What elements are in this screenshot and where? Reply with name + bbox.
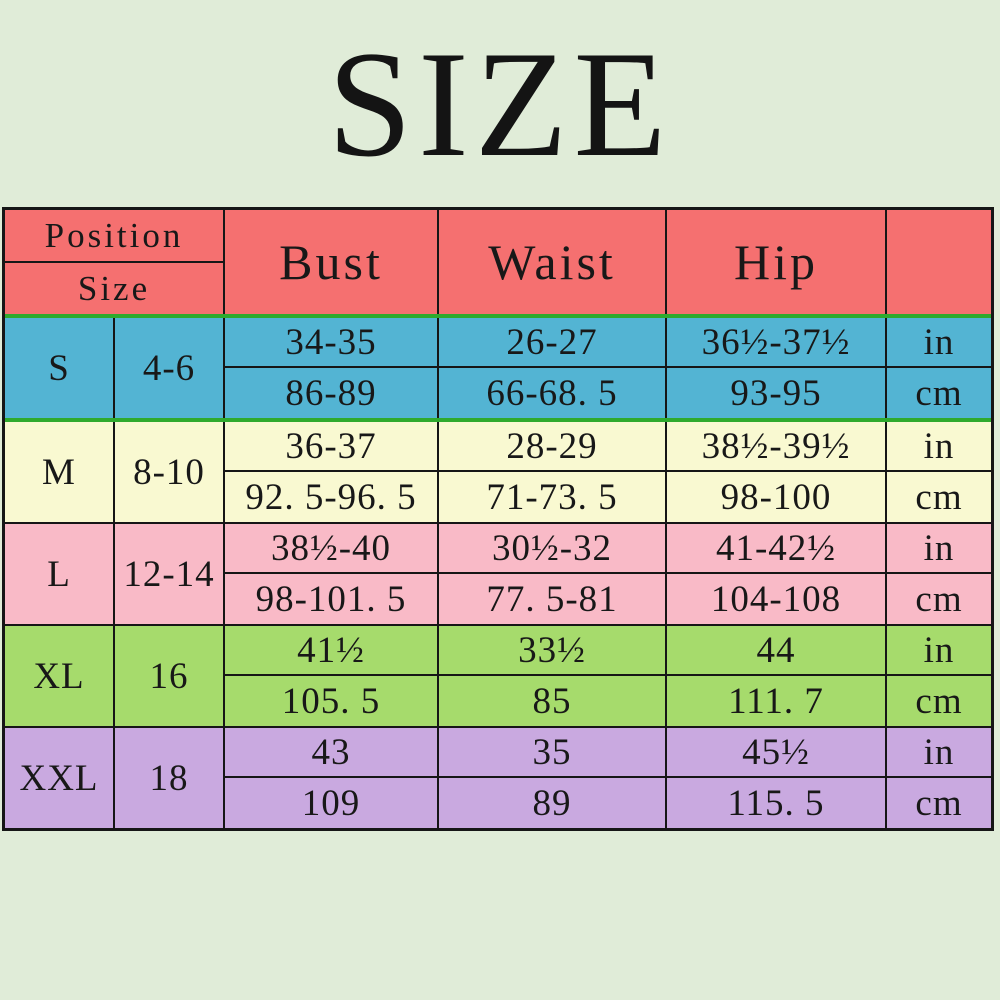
waist-cm-value: 85 <box>439 676 667 726</box>
hip-in-value: 41-42½ <box>667 524 887 574</box>
header-hip-label: Hip <box>667 210 887 314</box>
us-size-value: 8-10 <box>115 422 225 522</box>
hip-in-value: 36½-37½ <box>667 318 887 368</box>
bust-in-value: 43 <box>225 728 439 778</box>
header-size-label: Size <box>77 268 151 308</box>
unit-cm-label: cm <box>915 782 963 824</box>
table-row-l: L 12-14 38½-40 30½-32 41-42½ in 98-101. … <box>5 522 991 624</box>
table-row-m: M 8-10 36-37 28-29 38½-39½ in 92. 5-96. … <box>5 418 991 522</box>
unit-cm-label: cm <box>915 476 963 518</box>
bust-cm-value: 86-89 <box>225 368 439 418</box>
bust-in-value: 38½-40 <box>225 524 439 574</box>
us-size-value: 18 <box>115 728 225 828</box>
us-size-value: 16 <box>115 626 225 726</box>
header-waist-label: Waist <box>439 210 667 314</box>
hip-cm-value: 115. 5 <box>667 778 887 828</box>
unit-in-label: in <box>887 626 991 676</box>
bust-cm-value: 105. 5 <box>225 676 439 726</box>
waist-cm-value: 89 <box>439 778 667 828</box>
header-position-size-cell: Position Size <box>5 210 225 314</box>
hip-cm-value: 111. 7 <box>667 676 887 726</box>
hip-cm-value: 93-95 <box>667 368 887 418</box>
hip-in-value: 45½ <box>667 728 887 778</box>
size-label: M <box>5 422 115 522</box>
bust-cm-value: 98-101. 5 <box>225 574 439 624</box>
table-header-row: Position Size Bust Waist Hip <box>5 210 991 314</box>
unit-cm-label: cm <box>915 680 963 722</box>
unit-in-label: in <box>887 318 991 368</box>
hip-cm-value: 104-108 <box>667 574 887 624</box>
unit-cm-label: cm <box>915 372 963 414</box>
table-row-xxl: XXL 18 43 35 45½ in 109 89 115. 5 cm <box>5 726 991 828</box>
hip-in-value: 44 <box>667 626 887 676</box>
waist-in-value: 35 <box>439 728 667 778</box>
unit-cm-label: cm <box>915 578 963 620</box>
table-row-s: S 4-6 34-35 26-27 36½-37½ in 86-89 66-68… <box>5 314 991 418</box>
bust-in-value: 41½ <box>225 626 439 676</box>
bust-cm-value: 92. 5-96. 5 <box>225 472 439 522</box>
header-bust-label: Bust <box>225 210 439 314</box>
size-label: XXL <box>5 728 115 828</box>
us-size-value: 4-6 <box>115 318 225 418</box>
size-label: XL <box>5 626 115 726</box>
header-unit-cell <box>887 210 991 314</box>
waist-cm-value: 71-73. 5 <box>439 472 667 522</box>
waist-cm-value: 77. 5-81 <box>439 574 667 624</box>
bust-in-value: 34-35 <box>225 318 439 368</box>
size-table: Position Size Bust Waist Hip S 4-6 34-35… <box>2 207 994 831</box>
unit-in-label: in <box>887 728 991 778</box>
hip-in-value: 38½-39½ <box>667 422 887 472</box>
unit-in-label: in <box>887 422 991 472</box>
waist-in-value: 26-27 <box>439 318 667 368</box>
table-row-xl: XL 16 41½ 33½ 44 in 105. 5 85 111. 7 cm <box>5 624 991 726</box>
bust-in-value: 36-37 <box>225 422 439 472</box>
us-size-value: 12-14 <box>115 524 225 624</box>
waist-in-value: 30½-32 <box>439 524 667 574</box>
waist-in-value: 33½ <box>439 626 667 676</box>
hip-cm-value: 98-100 <box>667 472 887 522</box>
size-label: L <box>5 524 115 624</box>
page-title: SIZE <box>327 20 673 188</box>
header-position-label: Position <box>5 210 223 263</box>
waist-cm-value: 66-68. 5 <box>439 368 667 418</box>
unit-in-label: in <box>887 524 991 574</box>
waist-in-value: 28-29 <box>439 422 667 472</box>
bust-cm-value: 109 <box>225 778 439 828</box>
size-label: S <box>5 318 115 418</box>
